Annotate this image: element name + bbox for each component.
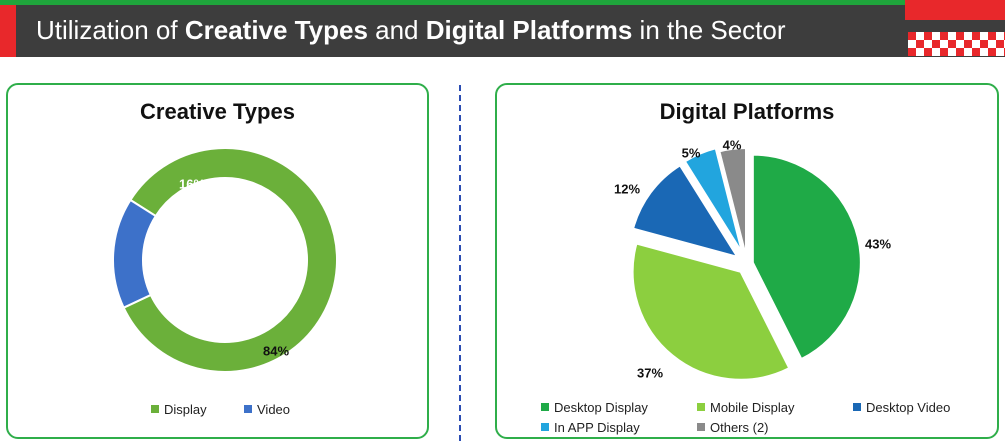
legend-item-display: Display [151,401,207,417]
legend-label-desktop-display: Desktop Display [554,400,648,416]
pie-label-mobile-display: 37% [637,365,663,380]
digital-platforms-legend: Desktop Display Mobile Display Desktop Vid… [497,399,997,439]
legend-label-video: Video [257,402,291,418]
pie-label-others-2: 4% [723,137,742,152]
title-bold-2: Digital Platforms [425,15,633,45]
title-part-1: Utilization of [36,15,185,45]
pie-slice-desktop-video [631,163,740,259]
donut-slice-video [112,198,158,310]
legend-item-video: Video [244,401,290,417]
pie-label-desktop-display: 43% [865,236,891,251]
legend-label-display: Display [164,402,207,418]
title-part-2: and [367,15,426,45]
slide-header: Utilization of Creative Types and Digita… [0,0,1005,57]
legend-item-mobile-display: Mobile Display [697,399,795,415]
pie-slice-others-2 [718,147,748,257]
legend-label-mobile-display: Mobile Display [710,400,795,416]
pie-slice-in-app-display [683,147,744,254]
digital-platforms-pie-chart: 43% 37% 12% 5% 4% [614,137,891,381]
legend-swatch-desktop-video [853,402,861,411]
legend-item-desktop-video: Desktop Video [853,399,950,415]
legend-swatch-others-2 [697,422,705,431]
panel-divider [459,85,461,441]
legend-item-in-app-display: In APP Display [541,419,640,435]
title-part-3: in the Sector [632,15,786,45]
pie-label-in-app-display: 5% [682,145,701,160]
donut-label-display: 84% [263,343,289,358]
digital-platforms-title: Digital Platforms [659,99,835,124]
header-red-accent-left [0,0,16,57]
pie-slice-mobile-display [631,242,791,381]
creative-types-legend: Display Video [8,401,427,419]
legend-label-desktop-video: Desktop Video [866,400,951,416]
creative-types-panel: Creative Types 84% 16% Display Video [6,83,429,439]
legend-swatch-video [244,404,252,413]
legend-swatch-mobile-display [697,402,705,411]
pie-slice-desktop-display [751,153,862,361]
creative-types-title: Creative Types [140,99,295,124]
title-bold-1: Creative Types [184,15,368,45]
legend-item-desktop-display: Desktop Display [541,399,648,415]
creative-types-donut-chart: 84% 16% [112,147,338,373]
legend-swatch-display [151,404,159,413]
digital-platforms-panel: Digital Platforms 43% 37% 12% 5% 4% Desktop … [495,83,999,439]
donut-label-video: 16% [179,176,205,191]
legend-item-others-2: Others (2) [697,419,769,435]
checkered-flag-icon [908,32,1005,56]
legend-label-in-app-display: In APP Display [554,420,640,436]
legend-label-others-2: Others (2) [710,420,769,436]
page-title: Utilization of Creative Types and Digita… [36,0,786,57]
donut-slice-display [122,147,338,373]
header-red-accent-right [905,0,1005,20]
legend-swatch-desktop-display [541,402,549,411]
legend-swatch-in-app-display [541,422,549,431]
pie-label-desktop-video: 12% [614,181,640,196]
header-green-stripe [0,0,905,5]
